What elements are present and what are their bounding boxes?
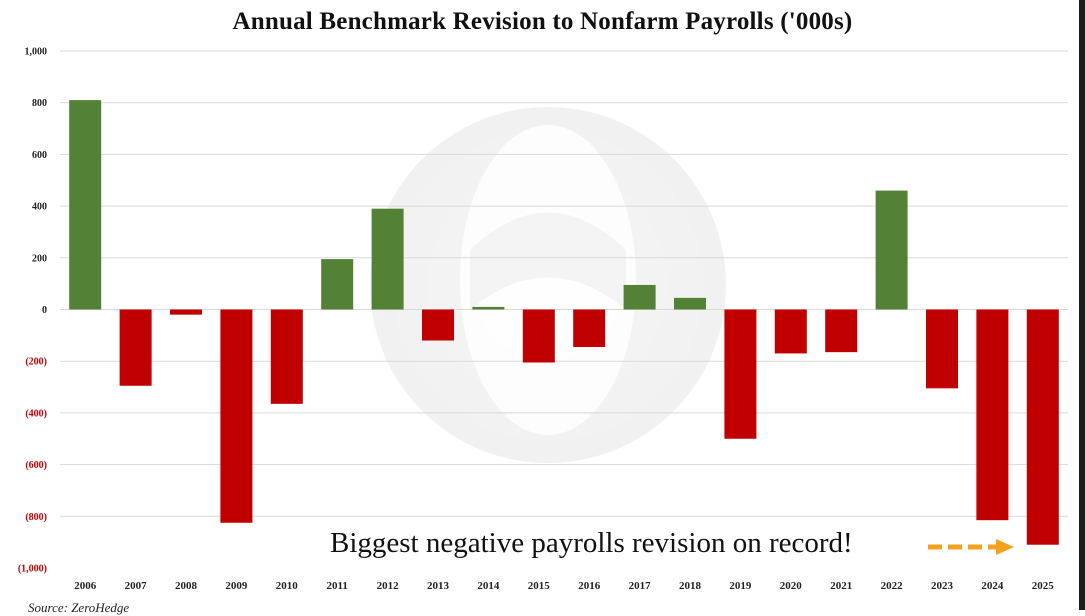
source-note: Source: ZeroHedge bbox=[28, 600, 130, 615]
chart-title: Annual Benchmark Revision to Nonfarm Pay… bbox=[232, 8, 853, 35]
x-tick-label: 2020 bbox=[780, 580, 803, 592]
bar-2020 bbox=[774, 309, 807, 354]
x-tick-label: 2014 bbox=[477, 580, 500, 592]
bar-2009 bbox=[220, 309, 253, 523]
x-tick-label: 2010 bbox=[276, 580, 299, 592]
y-tick-label: 400 bbox=[32, 202, 47, 213]
watermark-logo bbox=[370, 107, 726, 463]
x-axis: 2006 2007 2008 2009 2010 2011 2012 2013 2014 2015… bbox=[74, 580, 1054, 592]
x-tick-label: 2024 bbox=[981, 580, 1004, 592]
y-tick-label: 600 bbox=[32, 150, 47, 161]
bar-2025 bbox=[1026, 309, 1059, 545]
x-tick-label: 2025 bbox=[1032, 580, 1055, 592]
bar-2014 bbox=[472, 306, 505, 310]
bar-2010 bbox=[270, 309, 303, 404]
bar-2008 bbox=[170, 309, 202, 315]
bar-2016 bbox=[573, 309, 606, 347]
bars bbox=[69, 100, 1059, 545]
x-tick-label: 2006 bbox=[74, 580, 97, 592]
y-tick-label: 0 bbox=[42, 305, 47, 316]
bar-2021 bbox=[825, 309, 858, 353]
bar-2022 bbox=[875, 190, 908, 310]
bar-2013 bbox=[422, 309, 454, 341]
y-axis: 1,000 800 600 400 200 0 (200) (400) (600) (800) (1… bbox=[18, 47, 47, 575]
x-tick-label: 2017 bbox=[629, 580, 652, 592]
x-tick-label: 2013 bbox=[427, 580, 450, 592]
y-tick-label: (400) bbox=[25, 408, 47, 419]
x-tick-label: 2012 bbox=[377, 580, 400, 592]
bar-2015 bbox=[522, 309, 555, 363]
y-tick-label: 1,000 bbox=[25, 47, 48, 58]
y-tick-label: 200 bbox=[32, 253, 47, 264]
x-tick-label: 2007 bbox=[125, 580, 148, 592]
bar-2012 bbox=[371, 208, 404, 310]
x-tick-label: 2008 bbox=[175, 580, 198, 592]
x-tick-label: 2023 bbox=[931, 580, 954, 592]
y-tick-label: (600) bbox=[25, 460, 47, 471]
y-tick-label: (800) bbox=[25, 512, 47, 523]
bar-2023 bbox=[926, 309, 958, 389]
x-tick-label: 2011 bbox=[326, 580, 347, 592]
bar-2011 bbox=[321, 259, 354, 310]
bar-2024 bbox=[976, 309, 1009, 521]
y-tick-label: (1,000) bbox=[18, 564, 47, 575]
x-tick-label: 2019 bbox=[729, 580, 752, 592]
x-tick-label: 2015 bbox=[528, 580, 551, 592]
bar-2018 bbox=[674, 297, 706, 310]
x-tick-label: 2022 bbox=[881, 580, 904, 592]
bar-2007 bbox=[119, 309, 152, 386]
x-tick-label: 2021 bbox=[830, 580, 852, 592]
bar-2017 bbox=[623, 284, 656, 310]
x-tick-label: 2018 bbox=[679, 580, 702, 592]
y-tick-label: 800 bbox=[32, 98, 47, 109]
x-tick-label: 2009 bbox=[225, 580, 248, 592]
bar-2019 bbox=[724, 309, 757, 439]
bar-2006 bbox=[69, 100, 102, 310]
arrow-annotation bbox=[928, 539, 1014, 555]
y-tick-label: (200) bbox=[25, 357, 47, 368]
window-edge bbox=[1079, 0, 1085, 610]
x-tick-label: 2016 bbox=[578, 580, 601, 592]
record-annotation: Biggest negative payrolls revision on re… bbox=[330, 527, 853, 559]
